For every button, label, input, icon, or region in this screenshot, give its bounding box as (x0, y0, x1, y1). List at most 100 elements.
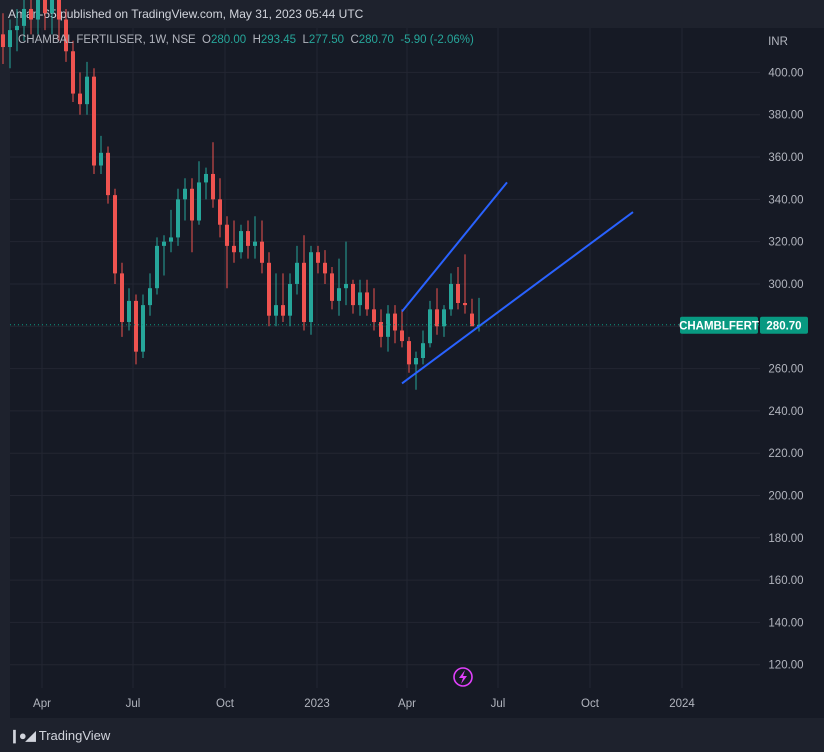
candle-body (155, 245, 159, 289)
candle-body (442, 309, 446, 327)
candle-body (183, 188, 187, 200)
candle-body (211, 173, 215, 200)
candles (1, 0, 481, 390)
candle-body (15, 25, 19, 31)
price-tick-label: 240.00 (768, 406, 803, 418)
candle-body (78, 93, 82, 105)
replay-icon[interactable] (453, 667, 473, 687)
candle-body (386, 313, 390, 337)
candle-body (225, 224, 229, 246)
candle-body (141, 305, 145, 352)
price-tick-label: 320.00 (768, 237, 803, 249)
top-bar: Aman-65 published on TradingView.com, Ma… (0, 0, 824, 28)
legend-high: 293.45 (260, 34, 297, 46)
candle-body (120, 273, 124, 323)
candle-body (127, 300, 131, 323)
time-tick-label: Oct (216, 698, 235, 710)
price-tick-label: 220.00 (768, 448, 803, 460)
time-tick-label: Oct (581, 698, 600, 710)
price-tag-value: 280.70 (766, 320, 801, 332)
candle-body (50, 0, 54, 14)
candle-body (113, 195, 117, 274)
candle-body (323, 262, 327, 274)
published-text: Aman-65 published on TradingView.com, Ma… (8, 7, 364, 21)
candle-body (281, 305, 285, 316)
legend-symbol: CHAMBAL FERTILISER, 1W, NSE (18, 34, 196, 46)
trendlines[interactable] (401, 181, 634, 385)
legend-open: 280.00 (211, 34, 247, 46)
time-tick-label: Apr (33, 698, 51, 710)
legend-close: 280.70 (358, 34, 394, 46)
price-tick-label: 120.00 (768, 660, 803, 672)
price-axis-ticks: 120.00 140.00 160.00 180.00 200.00 220.00 240.… (768, 36, 804, 672)
price-tick-label: 400.00 (768, 67, 803, 79)
candle-body (253, 241, 257, 246)
candle-body (463, 303, 467, 306)
time-tick-label: 2023 (304, 698, 330, 710)
candle-body (190, 188, 194, 221)
candle-body (274, 305, 278, 316)
brand-label: TradingView (38, 728, 111, 743)
price-tick-label: 180.00 (768, 533, 803, 545)
candle-body (470, 313, 474, 327)
price-tag-bg (760, 316, 808, 334)
candle-body (337, 288, 341, 301)
candle-body (99, 152, 103, 166)
legend-low-key: L (302, 34, 309, 46)
candle-body (169, 237, 173, 242)
price-axis[interactable] (760, 28, 824, 688)
candle-body (92, 76, 96, 166)
price-tick-label: 200.00 (768, 491, 803, 503)
trendline[interactable] (401, 181, 508, 313)
tradingview-logo[interactable]: ❙●◢ TradingView (9, 728, 110, 744)
time-axis[interactable] (10, 688, 824, 718)
candle-body (288, 283, 292, 316)
plot-area[interactable] (10, 28, 760, 688)
candle-body (435, 309, 439, 327)
legend-close-key: C (350, 34, 359, 46)
candle-body (414, 358, 418, 365)
tradingview-logo-icon: ❙●◢ (9, 728, 36, 743)
candle-body (64, 19, 68, 52)
candle-body (1, 34, 5, 48)
ticker-tag-bg (680, 316, 758, 334)
candle-body (365, 292, 369, 310)
candle-body (29, 8, 33, 20)
price-tick-label: 300.00 (768, 279, 803, 291)
candle-body (204, 173, 208, 183)
candle-body (344, 283, 348, 289)
candle-body (162, 241, 166, 246)
candle-body (316, 252, 320, 263)
candle-body (302, 262, 306, 323)
candle-body (22, 8, 26, 26)
candle-body (428, 309, 432, 344)
candle-body (239, 231, 243, 253)
candle-body (351, 283, 355, 306)
time-tick-label: 2024 (669, 698, 695, 710)
ticker-tag-label: CHAMBLFERT (679, 320, 759, 332)
candle-body (106, 152, 110, 196)
candle-body (85, 76, 89, 105)
candle-body (134, 300, 138, 352)
price-tick-label: 160.00 (768, 575, 803, 587)
candle-body (400, 330, 404, 342)
candle-body (43, 0, 47, 14)
trendline[interactable] (401, 211, 634, 385)
candle-body (36, 0, 40, 20)
candle-body (393, 313, 397, 331)
candle-body (309, 252, 313, 323)
candle-body (295, 262, 299, 284)
candle-body (246, 231, 250, 246)
candle-body (218, 199, 222, 225)
candle-body (330, 273, 334, 301)
candle-body (449, 283, 453, 310)
candle-body (197, 182, 201, 221)
candle-body (148, 288, 152, 306)
price-tick-label: 140.00 (768, 617, 803, 629)
price-tag: CHAMBLFERT 280.70 (679, 316, 808, 334)
price-tick-label: 260.00 (768, 364, 803, 376)
time-tick-label: Apr (398, 698, 416, 710)
candle-body (232, 245, 236, 253)
candle-body (421, 343, 425, 358)
